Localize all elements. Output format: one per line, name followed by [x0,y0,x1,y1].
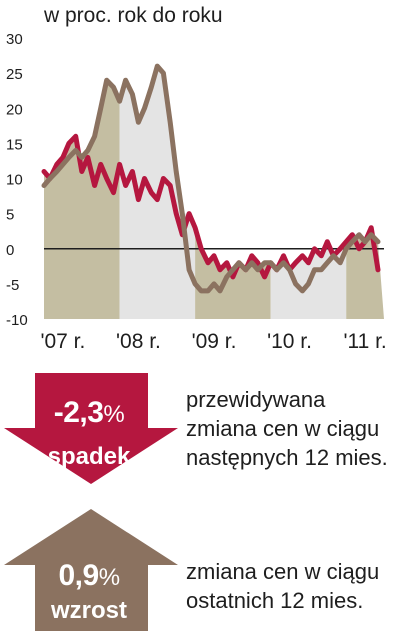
year-band [44,80,120,320]
forecast-word: spadek [47,443,131,470]
x-tick-label: '07 r. [40,330,85,353]
x-tick-label: '09 r. [192,330,237,353]
x-tick-label: '11 r. [343,330,386,353]
series-line-1 [41,133,381,280]
price-change-chart: 30 25 20 15 10 5 0 -5 -10 '07 r. '08 r. '09 r. '10 … [6,4,387,353]
actual-word: wzrost [50,597,127,624]
actual-description: zmiana cen w ciągu ostatnich 12 mies. [186,559,380,613]
y-tick-label: 0 [6,242,14,259]
forecast-card: -2,3% spadek przewidywana zmiana cen w c… [0,368,407,498]
x-tick-label: '10 r. [267,330,312,353]
down-arrow-icon [4,373,178,484]
unit-label: w proc. rok do roku [43,4,223,27]
y-tick-label: 10 [6,172,23,189]
actual-value: 0,9% [58,559,120,592]
forecast-description: przewidywana zmiana cen w ciągu następny… [186,387,388,470]
series-lines [41,63,381,294]
y-tick-label: -10 [6,312,28,329]
y-tick-label: 15 [6,136,23,153]
forecast-value: -2,3% [53,396,125,429]
y-tick-label: 25 [6,66,23,83]
up-arrow-icon [4,509,178,631]
actual-card: 0,9% wzrost zmiana cen w ciągu ostatnich… [0,505,407,635]
year-bands [44,66,384,320]
y-axis-ticks: 30 25 20 15 10 5 0 -5 -10 [6,31,28,329]
y-tick-label: 20 [6,101,23,118]
series-line-2 [41,63,381,294]
y-tick-label: -5 [6,277,19,294]
y-tick-label: 30 [6,31,23,48]
y-tick-label: 5 [6,207,14,224]
x-tick-label: '08 r. [116,330,161,353]
x-axis-ticks: '07 r. '08 r. '09 r. '10 r. '11 r. [40,330,386,353]
